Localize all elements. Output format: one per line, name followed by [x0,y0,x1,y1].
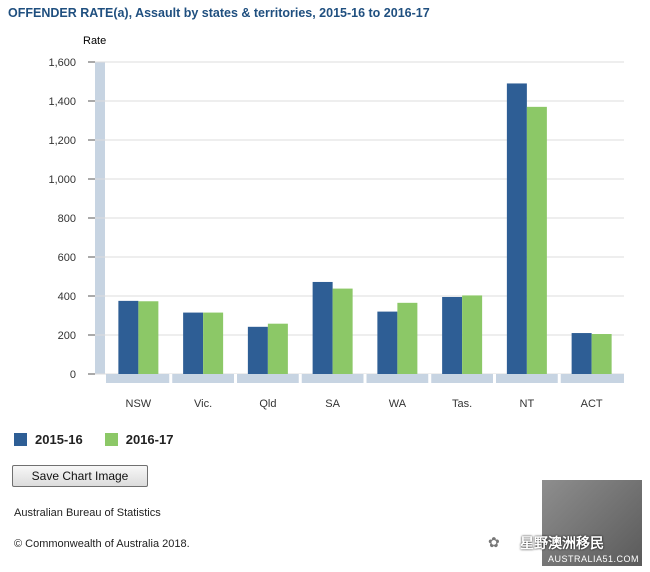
bar-2015-16-Vic. [183,312,204,374]
x-tick-label: WA [389,398,407,410]
chart-title: OFFENDER RATE(a), Assault by states & te… [8,6,430,20]
bar-2016-17-NSW [138,301,159,374]
legend-label-2015-16: 2015-16 [35,432,83,447]
legend-swatch-2015-16 [14,433,27,446]
bar-2015-16-Qld [247,326,268,374]
x-tick-label: ACT [581,398,603,410]
bar-2016-17-ACT [591,334,612,374]
bar-2015-16-SA [312,281,333,374]
y-tick-label: 1,600 [48,57,76,69]
source-text: Australian Bureau of Statistics [14,507,161,519]
bar-chart: 0 200 400 600 800 1,000 1,200 1,400 1,600 Rate NSW… [48,35,624,410]
bar-2016-17-Qld [267,323,288,374]
legend-swatch-2016-17 [104,433,118,446]
y-tick-label: 800 [58,213,76,225]
y-tick-label: 1,200 [48,135,76,147]
y-tick-label: 1,000 [48,174,76,186]
bar-2015-16-WA [377,311,398,374]
bar-2016-17-Vic. [203,312,224,374]
x-tick-label: NT [520,398,535,410]
bar-2016-17-WA [397,302,418,374]
chart-legend: 2015-16 2016-17 [14,432,173,447]
x-tick-label: SA [325,398,340,410]
y-tick-label: 1,400 [48,96,76,108]
legend-label-2016-17: 2016-17 [125,432,174,447]
y-tick-label: 200 [58,330,76,342]
x-tick-label: Vic. [194,398,212,410]
save-chart-image-button[interactable]: Save Chart Image [12,465,148,487]
bar-2016-17-SA [332,288,353,374]
copyright-text: © Commonwealth of Australia 2018. [14,538,190,550]
x-tick-label: Tas. [452,398,472,410]
bar-2016-17-NT [526,106,547,374]
y-tick-label: 400 [58,291,76,303]
legend-item-2015-16: 2015-16 [14,432,83,447]
wechat-icon: ✿ [488,534,500,550]
legend-item-2016-17: 2016-17 [104,432,174,447]
y-tick-label: 600 [58,252,76,264]
y-tick-label: 0 [70,369,76,381]
bar-2015-16-NT [506,83,527,374]
watermark-site: AUSTRALIA51.COM [548,554,640,564]
watermark-logo [542,480,642,566]
bar-2015-16-NSW [118,300,139,374]
x-tick-label: NSW [126,398,152,410]
x-tick-label: Qld [259,398,276,410]
watermark-text: 星野澳洲移民 [520,535,604,551]
y-axis-label: Rate [83,35,106,47]
bar-2016-17-Tas. [462,295,483,374]
bar-2015-16-ACT [571,333,592,374]
bar-2015-16-Tas. [442,296,463,374]
